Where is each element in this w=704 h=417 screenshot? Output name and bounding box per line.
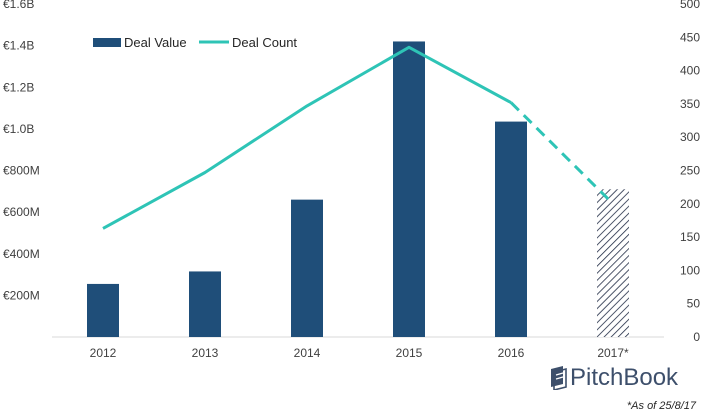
bar-series — [87, 41, 629, 338]
right-axis: 0 50 100 150 200 250 300 350 400 450 500 — [680, 0, 700, 344]
bar — [291, 199, 323, 337]
x-tick-label: 2012 — [90, 346, 117, 360]
x-tick-label: 2013 — [192, 346, 219, 360]
right-tick-label: 250 — [680, 164, 700, 178]
legend-label-deal-count: Deal Count — [232, 35, 297, 50]
x-tick-label: 2014 — [294, 346, 321, 360]
x-tick-label: 2015 — [396, 346, 423, 360]
right-tick-label: 450 — [680, 30, 700, 44]
x-tick-label: 2017* — [597, 346, 629, 360]
left-tick-label: €1.0B — [3, 122, 34, 136]
right-tick-label: 200 — [680, 197, 700, 211]
legend-label-deal-value: Deal Value — [124, 35, 187, 50]
right-tick-label: 350 — [680, 97, 700, 111]
bar — [87, 283, 119, 337]
deal-count-line — [102, 45, 512, 230]
x-tick-label: 2016 — [498, 346, 525, 360]
right-tick-label: 150 — [680, 230, 700, 244]
logo-text: PitchBook — [570, 364, 679, 391]
right-tick-label: 0 — [693, 330, 700, 344]
right-tick-label: 500 — [680, 0, 700, 11]
legend-swatch-deal-value — [93, 38, 121, 47]
pitchbook-logo: PitchBook — [548, 364, 678, 392]
right-tick-label: 50 — [687, 297, 701, 311]
footnote: *As of 25/8/17 — [626, 400, 696, 412]
x-axis: 2012 2013 2014 2015 2016 2017* — [90, 346, 629, 360]
right-tick-label: 300 — [680, 130, 700, 144]
left-tick-label: €600M — [3, 205, 40, 219]
right-tick-label: 100 — [680, 263, 700, 277]
bar — [393, 41, 425, 338]
left-tick-label: €400M — [3, 247, 40, 261]
line-series — [102, 45, 615, 230]
pitchbook-logo-icon — [551, 366, 567, 390]
left-tick-label: €1.6B — [3, 0, 34, 11]
left-tick-label: €1.2B — [3, 80, 34, 94]
right-tick-label: 400 — [680, 64, 700, 78]
bar — [495, 121, 527, 337]
left-tick-label: €800M — [3, 164, 40, 178]
left-axis: €200M €400M €600M €800M €1.0B €1.2B €1.4B €1.6B — [3, 0, 40, 302]
bar-projected — [597, 189, 629, 337]
legend: Deal Value Deal Count — [93, 35, 297, 50]
bar — [189, 271, 221, 337]
left-tick-label: €200M — [3, 288, 40, 302]
left-tick-label: €1.4B — [3, 39, 34, 53]
deal-count-line-projected — [509, 101, 615, 205]
